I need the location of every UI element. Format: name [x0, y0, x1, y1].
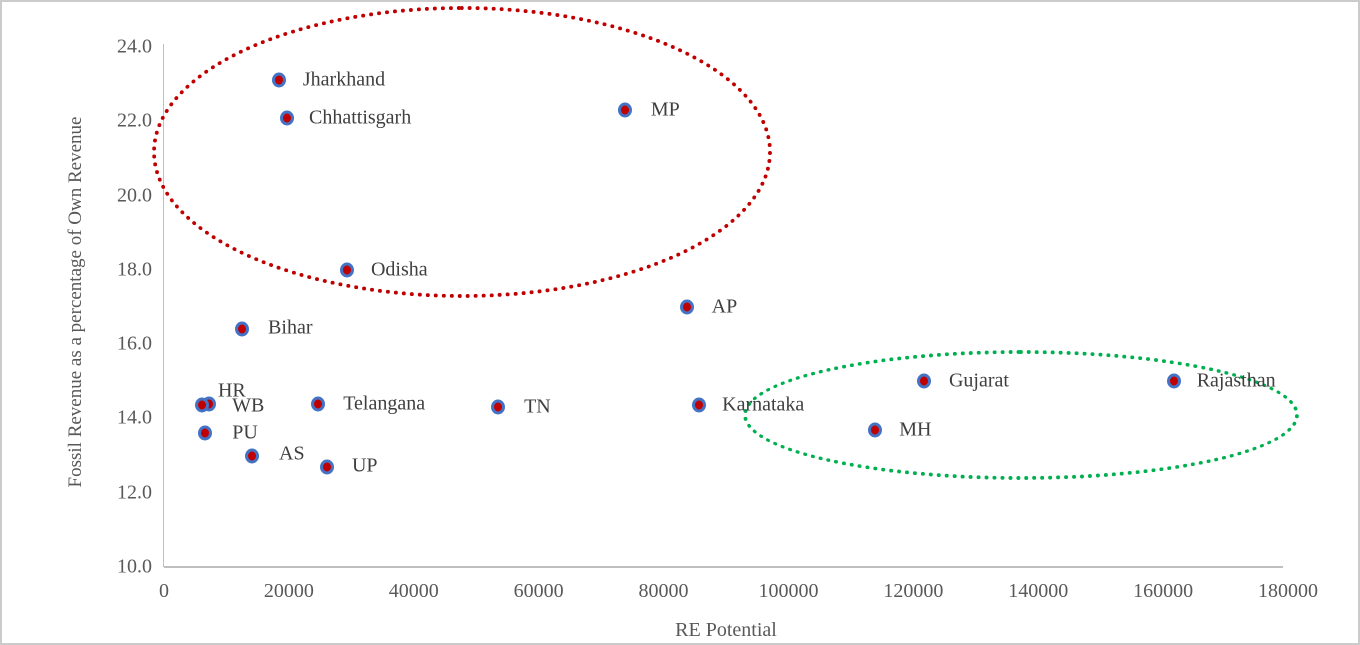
data-point-ap [679, 299, 694, 315]
data-point-label-gujarat: Gujarat [948, 369, 1009, 392]
data-point-label-ap: AP [711, 295, 738, 318]
x-tick-label: 100000 [758, 580, 819, 602]
data-point-label-chhattisgarh: Chhattisgarh [309, 106, 412, 129]
x-tick-label: 120000 [883, 580, 944, 602]
x-tick-label: 20000 [263, 580, 314, 602]
data-point-label-bihar: Bihar [268, 316, 313, 339]
y-tick-label: 12.0 [117, 481, 152, 504]
data-point-telangana [311, 396, 326, 412]
data-point-as [245, 448, 260, 464]
green-dotted-ellipse [742, 350, 1299, 481]
x-tick-label: 140000 [1008, 580, 1069, 602]
x-tick-label: 0 [159, 580, 169, 602]
data-point-label-as: AS [279, 442, 305, 465]
data-point-mp [617, 102, 632, 118]
x-tick-label: 40000 [388, 580, 439, 602]
data-point-pu [198, 425, 213, 441]
data-point-label-odisha: Odisha [370, 258, 428, 281]
y-tick-label: 14.0 [117, 406, 152, 429]
data-point-label-hr: HR [217, 379, 246, 402]
y-axis-line [163, 44, 164, 567]
data-point-karnataka [692, 397, 707, 413]
y-tick-label: 20.0 [117, 184, 152, 207]
x-axis-title: RE Potential [675, 619, 777, 641]
data-point-label-wb: WB [232, 394, 265, 417]
y-tick-label: 10.0 [117, 555, 152, 578]
red-dotted-ellipse [152, 6, 772, 299]
data-point-label-karnataka: Karnataka [722, 393, 805, 416]
y-tick-label: 22.0 [117, 109, 152, 132]
x-tick-label: 80000 [638, 580, 689, 602]
data-point-up [319, 459, 334, 475]
x-tick-label: 180000 [1258, 580, 1318, 602]
data-point-tn [491, 399, 506, 415]
x-tick-label: 60000 [513, 580, 564, 602]
data-point-gujarat [916, 373, 931, 389]
data-point-odisha [339, 262, 354, 278]
data-point-label-rajasthan: Rajasthan [1196, 369, 1276, 392]
data-point-label-mh: MH [899, 418, 932, 441]
data-point-chhattisgarh [280, 110, 294, 126]
data-point-label-tn: TN [524, 395, 551, 418]
data-point-mh [868, 422, 883, 438]
x-axis-line [164, 566, 1283, 568]
data-point-label-mp: MP [650, 98, 680, 121]
x-tick-label: 160000 [1133, 580, 1194, 602]
data-point-bihar [235, 321, 250, 337]
data-point-label-jharkhand: Jharkhand [302, 68, 386, 91]
data-point-rajasthan [1166, 373, 1181, 389]
data-point-wb [195, 397, 210, 413]
data-point-label-up: UP [351, 454, 378, 477]
y-tick-label: 24.0 [117, 35, 152, 58]
data-point-label-telangana: Telangana [343, 392, 426, 415]
y-tick-label: 16.0 [117, 332, 152, 355]
data-point-label-pu: PU [232, 421, 258, 444]
y-tick-label: 18.0 [117, 258, 152, 281]
y-axis-title: Fossil Revenue as a percentage of Own Re… [65, 116, 86, 488]
data-point-jharkhand [271, 72, 286, 88]
